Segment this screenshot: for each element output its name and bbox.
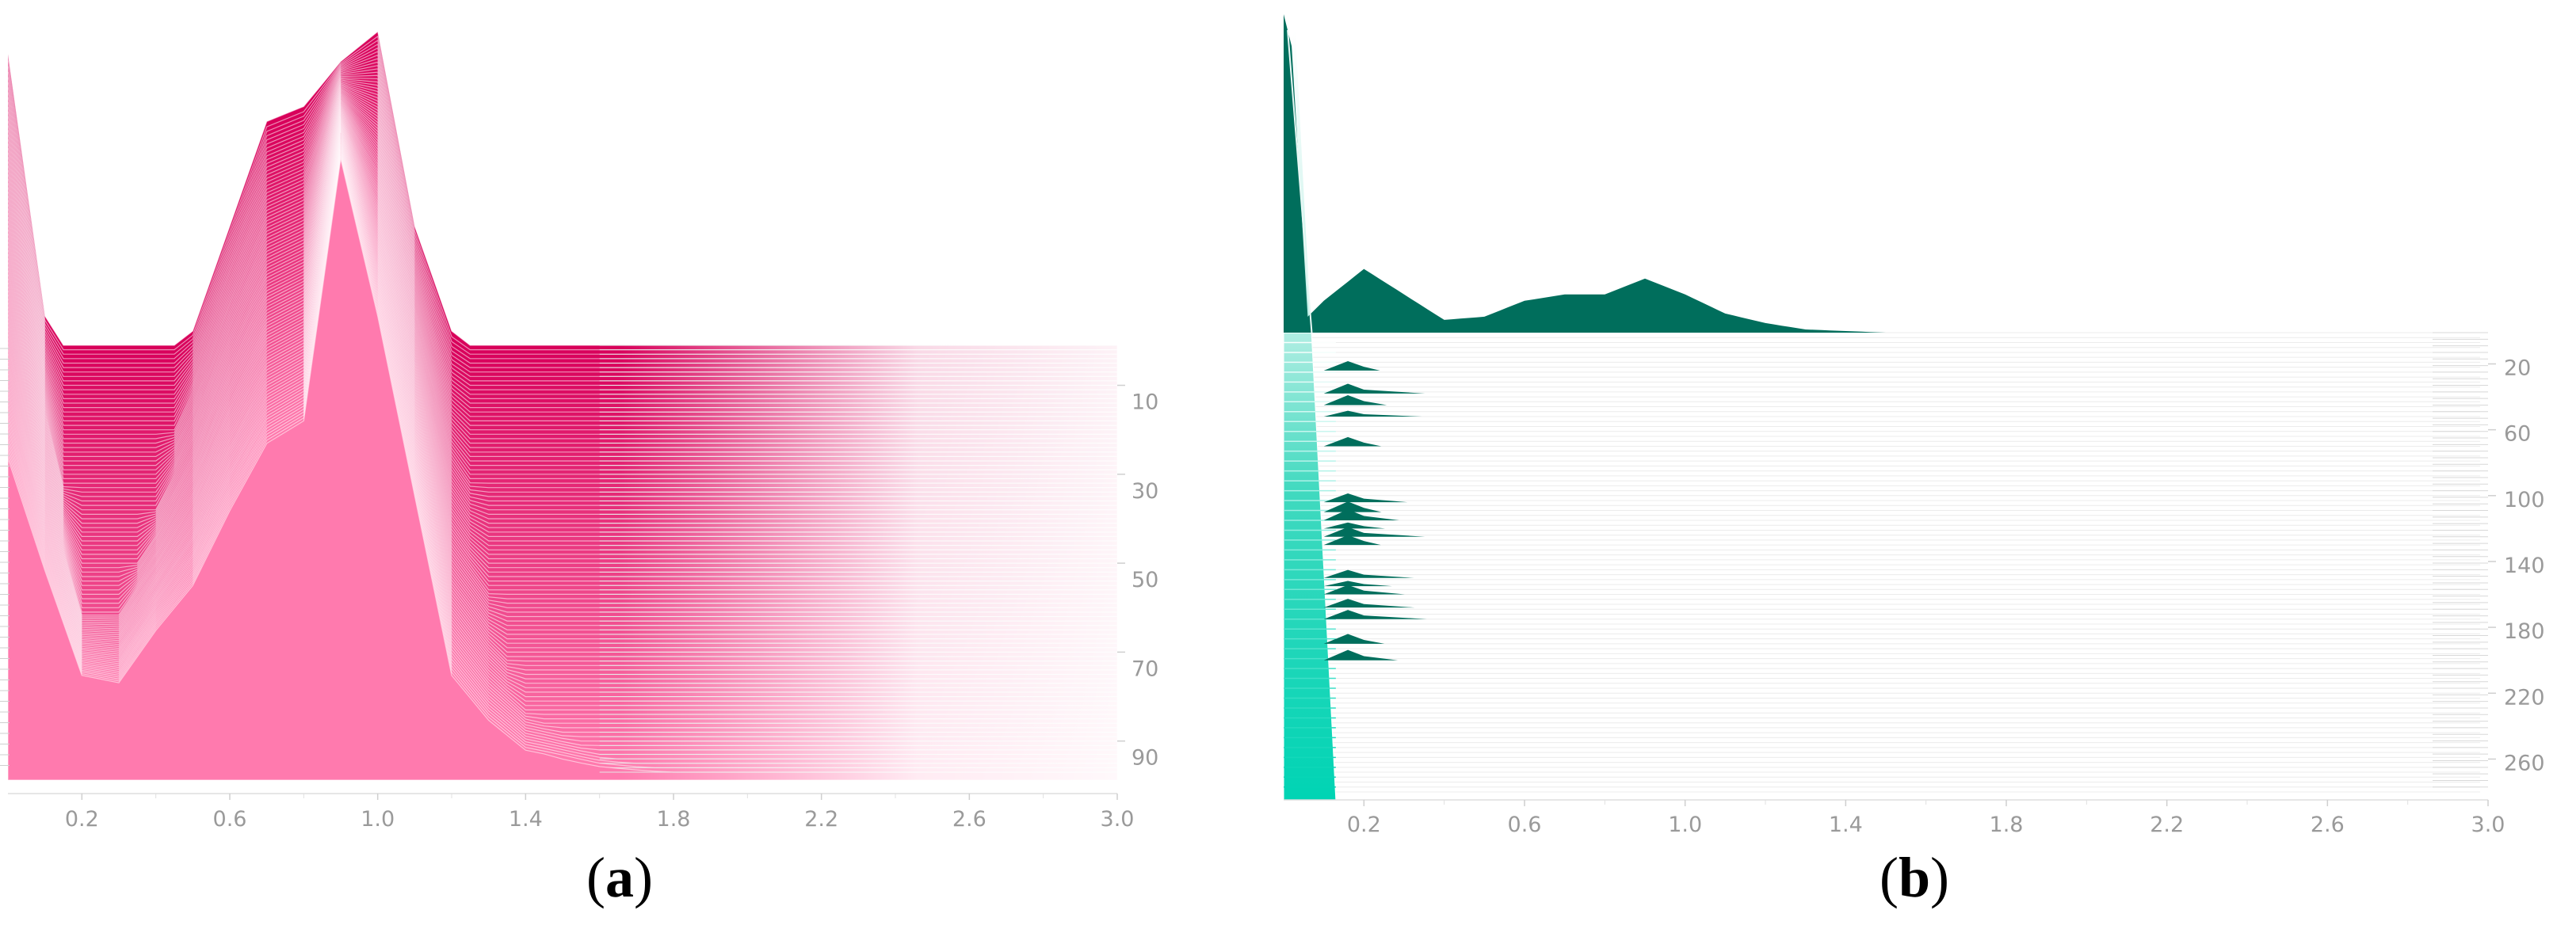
x-tick-label: 2.2 bbox=[804, 807, 838, 832]
panel-b-label: (b) bbox=[1880, 846, 1950, 909]
spike-layer-120 bbox=[1323, 522, 1386, 529]
spike-layer-130 bbox=[1323, 535, 1381, 546]
y-tick-label: 100 bbox=[2504, 488, 2545, 512]
x-tick-label: 1.4 bbox=[509, 807, 543, 832]
x-tick-label: 2.2 bbox=[2150, 813, 2184, 837]
fade-overlay bbox=[8, 16, 1117, 780]
x-tick-label: 0.6 bbox=[213, 807, 247, 832]
y-tick-label: 10 bbox=[1132, 390, 1158, 415]
spike-layer-155 bbox=[1323, 581, 1392, 587]
y-tick-label: 220 bbox=[2504, 685, 2545, 710]
spike-layer-190 bbox=[1323, 634, 1385, 644]
spike-layer-70 bbox=[1323, 436, 1382, 447]
x-tick-label: 1.4 bbox=[1829, 813, 1863, 837]
spike-layer-200 bbox=[1323, 649, 1399, 661]
x-tick-label: 1.8 bbox=[657, 807, 691, 832]
x-tick-label: 3.0 bbox=[2471, 813, 2505, 837]
y-tick-label: 70 bbox=[1132, 657, 1158, 681]
x-tick-label: 3.0 bbox=[1101, 807, 1135, 832]
y-tick-label: 50 bbox=[1132, 568, 1158, 592]
y-tick-label: 140 bbox=[2504, 554, 2545, 578]
spike-layer-125 bbox=[1323, 527, 1425, 537]
x-tick-label: 0.6 bbox=[1508, 813, 1542, 837]
x-tick-label: 1.0 bbox=[1668, 813, 1702, 837]
x-tick-label: 2.6 bbox=[2311, 813, 2345, 837]
y-tick-label: 60 bbox=[2504, 422, 2531, 447]
panel-a-label: (a) bbox=[586, 846, 653, 909]
x-tick-label: 1.0 bbox=[361, 807, 395, 832]
spike-layer-24 bbox=[1323, 361, 1380, 371]
y-tick-label: 180 bbox=[2504, 619, 2545, 644]
y-tick-label: 30 bbox=[1132, 479, 1158, 504]
panel-a-chart: 0.2 0.6 1.0 1.4 1.8 2.2 2.6 3.0 10 30 50 70 90 bbox=[0, 16, 1158, 832]
y-tick-label: 20 bbox=[2504, 356, 2531, 380]
spike-layer-52 bbox=[1323, 410, 1422, 417]
spike-layer-38 bbox=[1323, 383, 1425, 394]
spike-layer-160 bbox=[1323, 584, 1405, 595]
spike-layer-150 bbox=[1323, 569, 1414, 578]
spike-layer-168 bbox=[1323, 599, 1415, 608]
x-tick-label: 0.2 bbox=[1347, 813, 1381, 837]
y-tick-label: 90 bbox=[1132, 746, 1158, 771]
top-ridge-layer bbox=[1284, 14, 2488, 333]
x-tick-label: 0.2 bbox=[65, 807, 99, 832]
spike-edge bbox=[1287, 29, 1313, 333]
spike-layer-45 bbox=[1323, 394, 1387, 405]
spike-layer-110 bbox=[1323, 501, 1382, 512]
panel-b-chart: 0.2 0.6 1.0 1.4 1.8 2.2 2.6 3.0 20 60 100 140 180 220… bbox=[1283, 14, 2545, 837]
x-tick-label: 2.6 bbox=[952, 807, 987, 832]
spike-layer-115 bbox=[1323, 509, 1400, 520]
x-tick-label: 1.8 bbox=[1990, 813, 2024, 837]
spike-layer-175 bbox=[1323, 610, 1427, 619]
spike-layer-104 bbox=[1323, 493, 1408, 503]
y-tick-label: 260 bbox=[2504, 751, 2545, 775]
